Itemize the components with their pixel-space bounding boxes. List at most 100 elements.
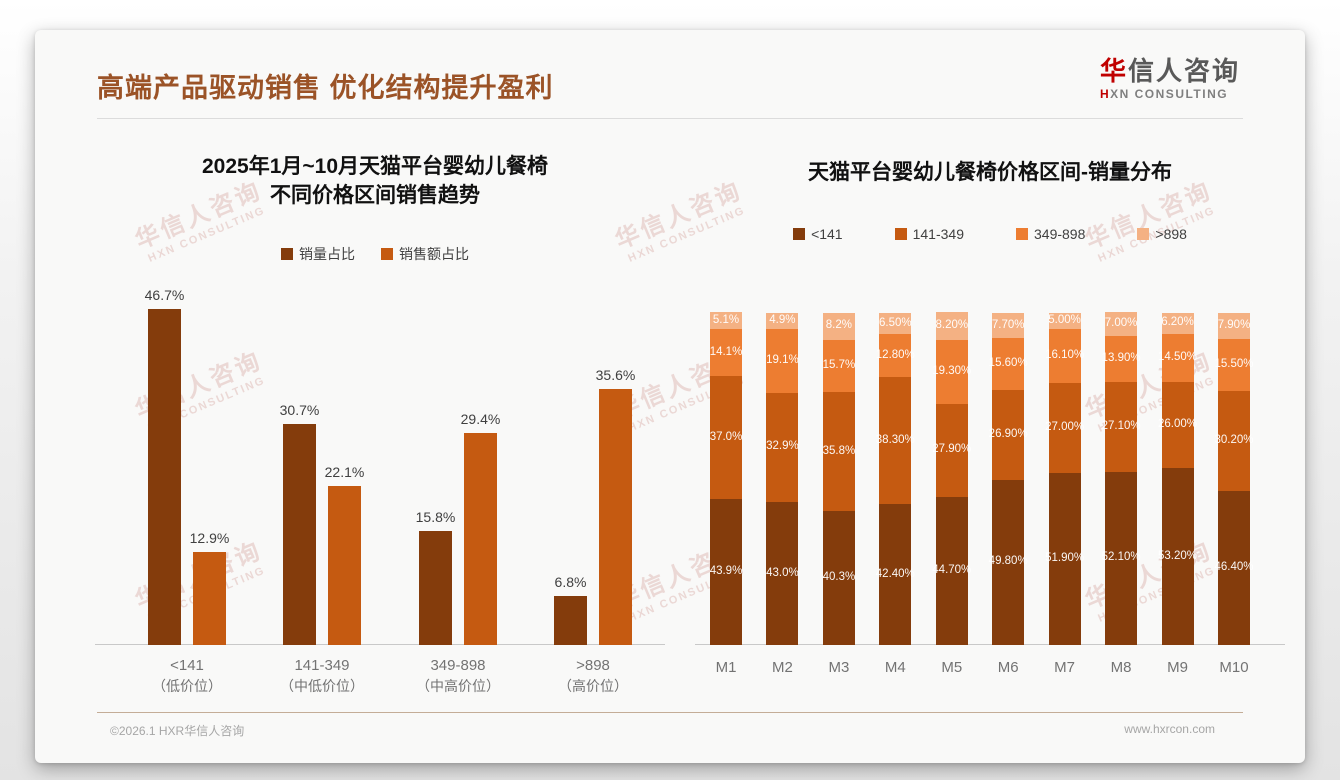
stack-segment-141-349-M1: [710, 376, 742, 500]
segment-value-label: 15.50%: [1214, 357, 1254, 370]
footer-website: www.hxrcon.com: [1124, 722, 1215, 736]
stack-segment-141-349-M6: [992, 390, 1025, 480]
segment-value-label: 7.00%: [1104, 317, 1138, 329]
footer-divider: [97, 712, 1243, 713]
segment-value-label: 35.8%: [822, 444, 856, 457]
segment-value-label: 51.90%: [1045, 551, 1085, 564]
stack-segment-141-349-M5: [935, 403, 968, 497]
stack-segment-<141-M3: [822, 511, 855, 645]
stack-segment->898-M10: [1218, 312, 1250, 339]
x-axis-month-label: M10: [1219, 659, 1249, 676]
left-chart-title: 2025年1月~10月天猫平台婴幼儿餐椅 不同价格区间销售趋势: [201, 155, 549, 207]
x-axis-month-label: M9: [1167, 659, 1188, 676]
right-chart-x-axis: [695, 644, 1285, 645]
bar-销量占比-141-349: [283, 424, 316, 645]
segment-value-label: 14.1%: [709, 345, 743, 358]
stack-segment-<141-M10: [1218, 490, 1250, 645]
segment-value-label: 27.00%: [1045, 420, 1085, 433]
stack-segment-349-898-M2: [766, 329, 799, 393]
stack-segment->898-M2: [766, 313, 799, 330]
legend-label: 销售额占比: [399, 246, 469, 262]
stack-segment-349-898-M1: [710, 329, 742, 377]
right-chart-plot: 43.9% 37.0% 14.1% 5.1% M1 43.0% 32.9% 19.1% 4.9%…: [695, 290, 1285, 676]
stack-segment-349-898-M5: [935, 339, 968, 404]
bar-销售额占比-349-898: [464, 433, 497, 645]
segment-value-label: 53.20%: [1157, 549, 1197, 562]
segment-value-label: 26.00%: [1157, 418, 1197, 430]
x-axis-category-label: <141 （低价位）: [152, 657, 222, 694]
x-axis-category-label: 349-898 （中高价位）: [416, 657, 500, 694]
segment-value-label: 4.9%: [769, 314, 796, 327]
stack-segment-<141-M1: [710, 499, 742, 645]
legend-item-141-349: 141-349: [894, 226, 964, 242]
segment-value-label: 16.10%: [1045, 349, 1085, 362]
legend-swatch-icon: [281, 248, 293, 260]
stack-segment->898-M1: [710, 312, 742, 330]
bar-value-label: 30.7%: [279, 401, 320, 418]
bar-销量占比-<141: [148, 308, 181, 645]
footer-copyright: ©2026.1 HXR华信人咨询: [110, 724, 245, 738]
segment-value-label: 12.80%: [875, 348, 915, 361]
x-axis-month-label: M4: [884, 659, 906, 676]
x-axis-month-label: M7: [1054, 659, 1076, 676]
segment-value-label: 30.20%: [1214, 433, 1254, 446]
legend-swatch-icon: [894, 228, 907, 240]
legend-swatch-icon: [793, 228, 806, 240]
stack-segment->898-M9: [1161, 313, 1194, 334]
bar-销售额占比-<141: [193, 552, 226, 645]
segment-value-label: 7.70%: [991, 318, 1025, 331]
logo-english-text: HXN CONSULTING: [1099, 87, 1229, 101]
legend-item-349-898: 349-898: [1016, 226, 1085, 242]
segment-value-label: 26.90%: [988, 427, 1028, 440]
logo-chinese-text: 华信人咨询: [1099, 56, 1240, 86]
legend-item-<141: <141: [793, 226, 843, 242]
stack-segment-141-349-M8: [1105, 381, 1138, 472]
left-chart-legend: 销量占比 销售额占比: [60, 244, 690, 264]
left-chart-x-axis: [95, 644, 665, 645]
segment-value-label: 44.70%: [932, 563, 972, 576]
segment-value-label: 6.50%: [878, 316, 912, 329]
stack-segment-141-349-M3: [822, 392, 855, 512]
bar-销售额占比->898: [599, 388, 632, 645]
page-title: 高端产品驱动销售 优化结构提升盈利: [97, 73, 554, 103]
stack-segment-349-898-M7: [1048, 329, 1081, 383]
legend-swatch-icon: [1016, 228, 1028, 240]
stack-segment-<141-M4: [879, 504, 912, 645]
stack-segment-<141-M9: [1161, 468, 1194, 645]
stack-segment->898-M3: [822, 312, 855, 340]
legend-label: >898: [1155, 226, 1187, 242]
legend-item-销量占比: 销量占比: [281, 244, 355, 264]
right-chart-legend: <141 141-349 349-898 >898: [690, 226, 1290, 242]
stack-segment-141-349-M7: [1048, 382, 1081, 473]
segment-value-label: 52.10%: [1101, 551, 1141, 564]
segment-value-label: 15.60%: [988, 357, 1028, 370]
segment-value-label: 15.7%: [822, 359, 856, 371]
stack-segment->898-M8: [1105, 312, 1138, 336]
segment-value-label: 8.2%: [825, 319, 852, 332]
x-axis-month-label: M8: [1110, 659, 1132, 676]
bar-销量占比->898: [554, 596, 587, 645]
stack-segment-<141-M7: [1048, 472, 1081, 645]
segment-value-label: 42.40%: [875, 567, 915, 580]
stack-segment-<141-M5: [935, 496, 968, 645]
segment-value-label: 5.1%: [712, 313, 740, 326]
legend-item->898: >898: [1137, 226, 1187, 242]
stack-segment-141-349-M2: [766, 392, 799, 503]
legend-label: 销量占比: [299, 246, 355, 262]
bar-value-label: 12.9%: [189, 530, 230, 547]
segment-value-label: 13.90%: [1101, 351, 1141, 364]
segment-value-label: 27.10%: [1101, 419, 1141, 432]
segment-value-label: 46.40%: [1214, 560, 1254, 573]
stack-segment-349-898-M6: [992, 338, 1025, 391]
x-axis-month-label: M6: [997, 659, 1019, 676]
x-axis-category-label: >898 （高价位）: [558, 657, 628, 694]
stack-segment-<141-M2: [766, 502, 799, 645]
stack-segment-349-898-M8: [1105, 335, 1138, 382]
legend-label: <141: [811, 226, 843, 242]
segment-value-label: 27.90%: [932, 443, 972, 456]
stack-segment-141-349-M9: [1161, 381, 1194, 469]
stack-segment->898-M5: [935, 312, 968, 340]
legend-label: 141-349: [912, 226, 964, 242]
stack-segment-349-898-M4: [879, 334, 912, 377]
stack-segment-141-349-M10: [1218, 390, 1250, 491]
